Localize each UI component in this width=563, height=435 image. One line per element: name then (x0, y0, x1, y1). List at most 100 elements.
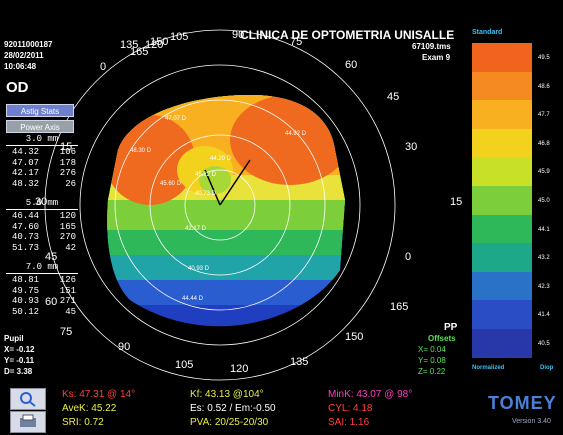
table-row: 42.17 276 (12, 168, 76, 178)
scale-value: 47.7 (538, 112, 550, 119)
avek-value: AveK: 45.22 (62, 403, 117, 414)
ring-angle-label: 150 (150, 36, 168, 48)
ring-angle-label: 30 (35, 196, 47, 208)
patient-panel: 92011000187 28/02/2011 10:06:48 OD Astig… (0, 0, 84, 385)
ring-angle-label: 150 (345, 331, 363, 343)
map-value-label: 47.07 D (165, 116, 187, 122)
ring-angle-label: 90 (118, 341, 130, 353)
table-row: 48.81 126 (12, 275, 76, 285)
ring-angle-label: 165 (130, 46, 148, 58)
map-value-label: 48.30 D (130, 148, 152, 154)
clinic-name: CLINICA DE OPTOMETRIA UNISALLE (240, 28, 455, 42)
kf-value: Kf: 43.13 @104° (190, 389, 264, 400)
offset-z: Z= 0.22 (418, 367, 446, 376)
map-value-label: 44.92 D (285, 131, 307, 137)
power-axis-button[interactable]: Power Axis (6, 120, 74, 133)
zone-table-7mm: 7.0 mm 48.81 126 49.75 151 40.93 271 50.12 4… (6, 262, 78, 317)
ring-angle-label: 120 (230, 363, 248, 375)
map-value-label: 45.22 D (195, 172, 217, 178)
cyl-value: CYL: 4.18 (328, 403, 373, 414)
map-value-label: 45.60 D (160, 181, 182, 187)
ring-angle-label: 45 (45, 251, 57, 263)
scale-value: 40.5 (538, 341, 550, 347)
zone-header: 3.0 mm (6, 134, 78, 146)
scale-value: 48.6 (538, 83, 550, 90)
topography-map: 105 9075604530150165150135120105907560453… (35, 29, 463, 381)
eye-label: OD (6, 79, 29, 96)
map-value-label: 40.73 D (195, 191, 217, 197)
pupil-label: Pupil (4, 334, 24, 343)
file-name: 67109.tms (412, 42, 451, 51)
scale-type-label: Standard (472, 29, 503, 36)
offsets-label: Offsets (428, 334, 456, 343)
patient-id: 92011000187 (4, 40, 53, 49)
scale-value: 41.4 (538, 312, 550, 319)
scale-swatch (472, 100, 532, 129)
ring-angle-label: 135 (290, 356, 308, 368)
zone-header: 5.0 mm (6, 198, 78, 210)
table-row: 47.60 165 (12, 221, 76, 232)
zone-table-5mm: 5.0 mm 46.44 120 47.60 165 40.73 270 51.73 4… (6, 198, 78, 253)
table-row: 49.75 151 (12, 285, 76, 296)
scale-swatch (472, 43, 532, 72)
exam-date: 28/02/2011 (4, 51, 44, 60)
print-icon[interactable] (10, 411, 46, 433)
ring-angle-label: 15 (60, 141, 72, 153)
scale-value: 46.8 (538, 140, 550, 147)
map-value-label: 42.17 D (185, 226, 207, 232)
scale-value: 43.2 (538, 255, 550, 262)
scale-swatch (472, 71, 532, 101)
ks-value: Ks: 47.31 @ 14° (62, 389, 136, 400)
table-row: 46.44 120 (12, 211, 76, 221)
scale-swatch (472, 185, 532, 215)
ring-angle-label: 165 (390, 301, 408, 313)
scale-swatch (472, 300, 532, 329)
table-row: 44.32 106 (12, 147, 76, 157)
status-bar: Ks: 47.31 @ 14° AveK: 45.22 SRI: 0.72 Kf… (0, 385, 563, 435)
diop-label: Diop (540, 365, 554, 371)
scale-value: 45.9 (538, 169, 550, 176)
map-value-label: 40.93 D (188, 266, 210, 272)
scale-swatch (472, 128, 532, 158)
pupil-y: Y= -0.11 (4, 356, 35, 365)
scale-swatch (472, 271, 532, 301)
ring-angle-label: 15 (450, 196, 462, 208)
scale-swatch (472, 214, 532, 244)
ring-angle-label: 105 (175, 359, 193, 371)
scale-bar (472, 43, 532, 358)
exam-number: Exam 9 (422, 53, 451, 62)
mink-value: MinK: 43.07 @ 98° (328, 389, 413, 400)
scale-value: 42.3 (538, 283, 550, 290)
astig-stats-button[interactable]: Astig Stats (6, 104, 74, 117)
table-row: 51.73 42 (12, 242, 76, 253)
map-value-label: 44.44 D (182, 296, 204, 302)
offset-y: Y= 0.08 (418, 356, 446, 365)
color-scale: Standard 49.5 48.6 47.7 46.8 45.9 45.0 44.1 43.… (468, 25, 563, 385)
ring-angle-label: 90 (232, 29, 244, 41)
brand-logo: TOMEY (488, 393, 557, 413)
table-row: 40.93 271 (12, 296, 76, 306)
ring-angle-label: 120 (145, 39, 163, 51)
scale-swatch (472, 243, 532, 272)
ring-angle-label: 75 (60, 326, 72, 338)
ring-angle-label: 45 (387, 91, 399, 103)
sai-value: SAI: 1.16 (328, 417, 370, 428)
table-row: 50.12 45 (12, 306, 76, 317)
pp-label: PP (444, 322, 458, 333)
ring-angle-label: 60 (45, 296, 57, 308)
ring-angle-label: 60 (345, 59, 357, 71)
pupil-d: D= 3.38 (4, 367, 33, 376)
scale-value: 44.1 (538, 226, 550, 233)
table-row: 48.32 26 (12, 178, 76, 189)
map-value-label: 44.20 D (210, 156, 232, 162)
magnifier-icon[interactable] (10, 388, 46, 410)
pva-value: PVA: 20/25-20/30 (190, 417, 269, 428)
pupil-x: X= -0.12 (4, 345, 35, 354)
ring-angle-label: 135 (120, 39, 138, 51)
ring-angle-label: 0 (405, 251, 411, 263)
scale-swatch (472, 328, 532, 358)
offset-x: X= 0.04 (418, 345, 446, 354)
zone-table-3mm: 3.0 mm 44.32 106 47.07 178 42.17 276 48.32 2… (6, 134, 78, 189)
ring-angle-label: 75 (290, 36, 302, 48)
